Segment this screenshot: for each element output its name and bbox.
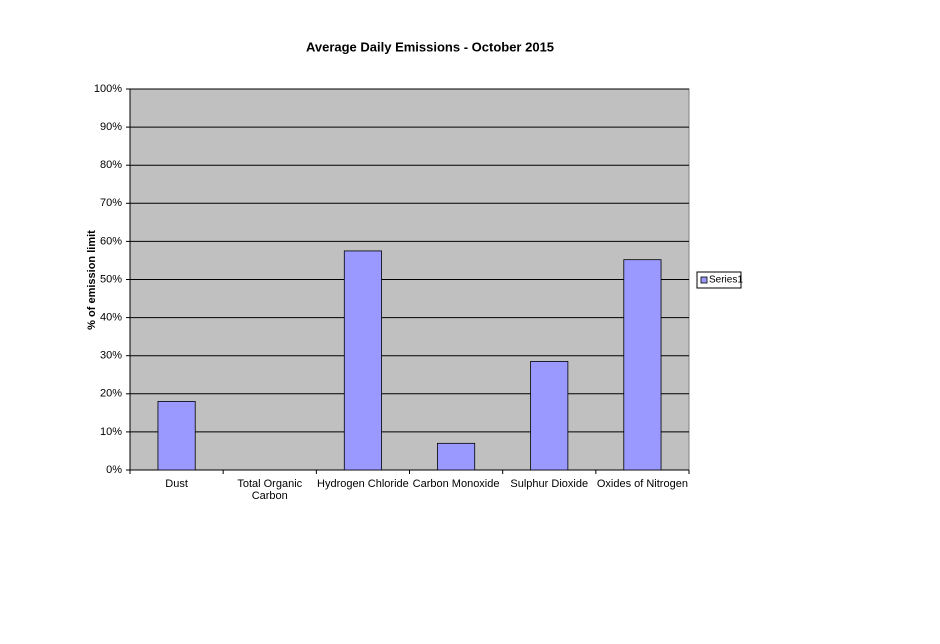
chart-title: Average Daily Emissions - October 2015 [306,39,554,54]
bar [530,361,569,471]
bar [437,442,476,471]
y-tick-label: 40% [100,312,122,324]
legend-label: Series1 [709,275,743,286]
y-tick-label: 60% [100,235,122,247]
legend-box [696,271,742,289]
legend-swatch [700,276,708,284]
x-tick-label: Carbon Monoxide [412,478,500,490]
bar [623,259,662,471]
x-tick-label: Dust [165,478,188,490]
y-tick-label: 0% [106,464,122,476]
x-tick-label: Hydrogen Chloride [317,478,409,490]
y-tick-label: 70% [100,197,122,209]
y-tick-label: 30% [100,350,122,362]
x-tick-label: Sulphur Dioxide [510,478,589,490]
x-tick-label: Total Organic Carbon [237,478,303,502]
y-tick-label: 90% [100,121,122,133]
y-tick-label: 80% [100,159,122,171]
y-tick-label: 20% [100,388,122,400]
y-tick-label: 10% [100,426,122,438]
y-tick-label: 50% [100,273,122,285]
y-tick-label: 100% [94,83,122,95]
bar [157,401,196,471]
bar [343,250,382,471]
y-axis-label: % of emission limit [86,230,98,330]
x-tick-label: Oxides of Nitrogen [596,478,688,490]
